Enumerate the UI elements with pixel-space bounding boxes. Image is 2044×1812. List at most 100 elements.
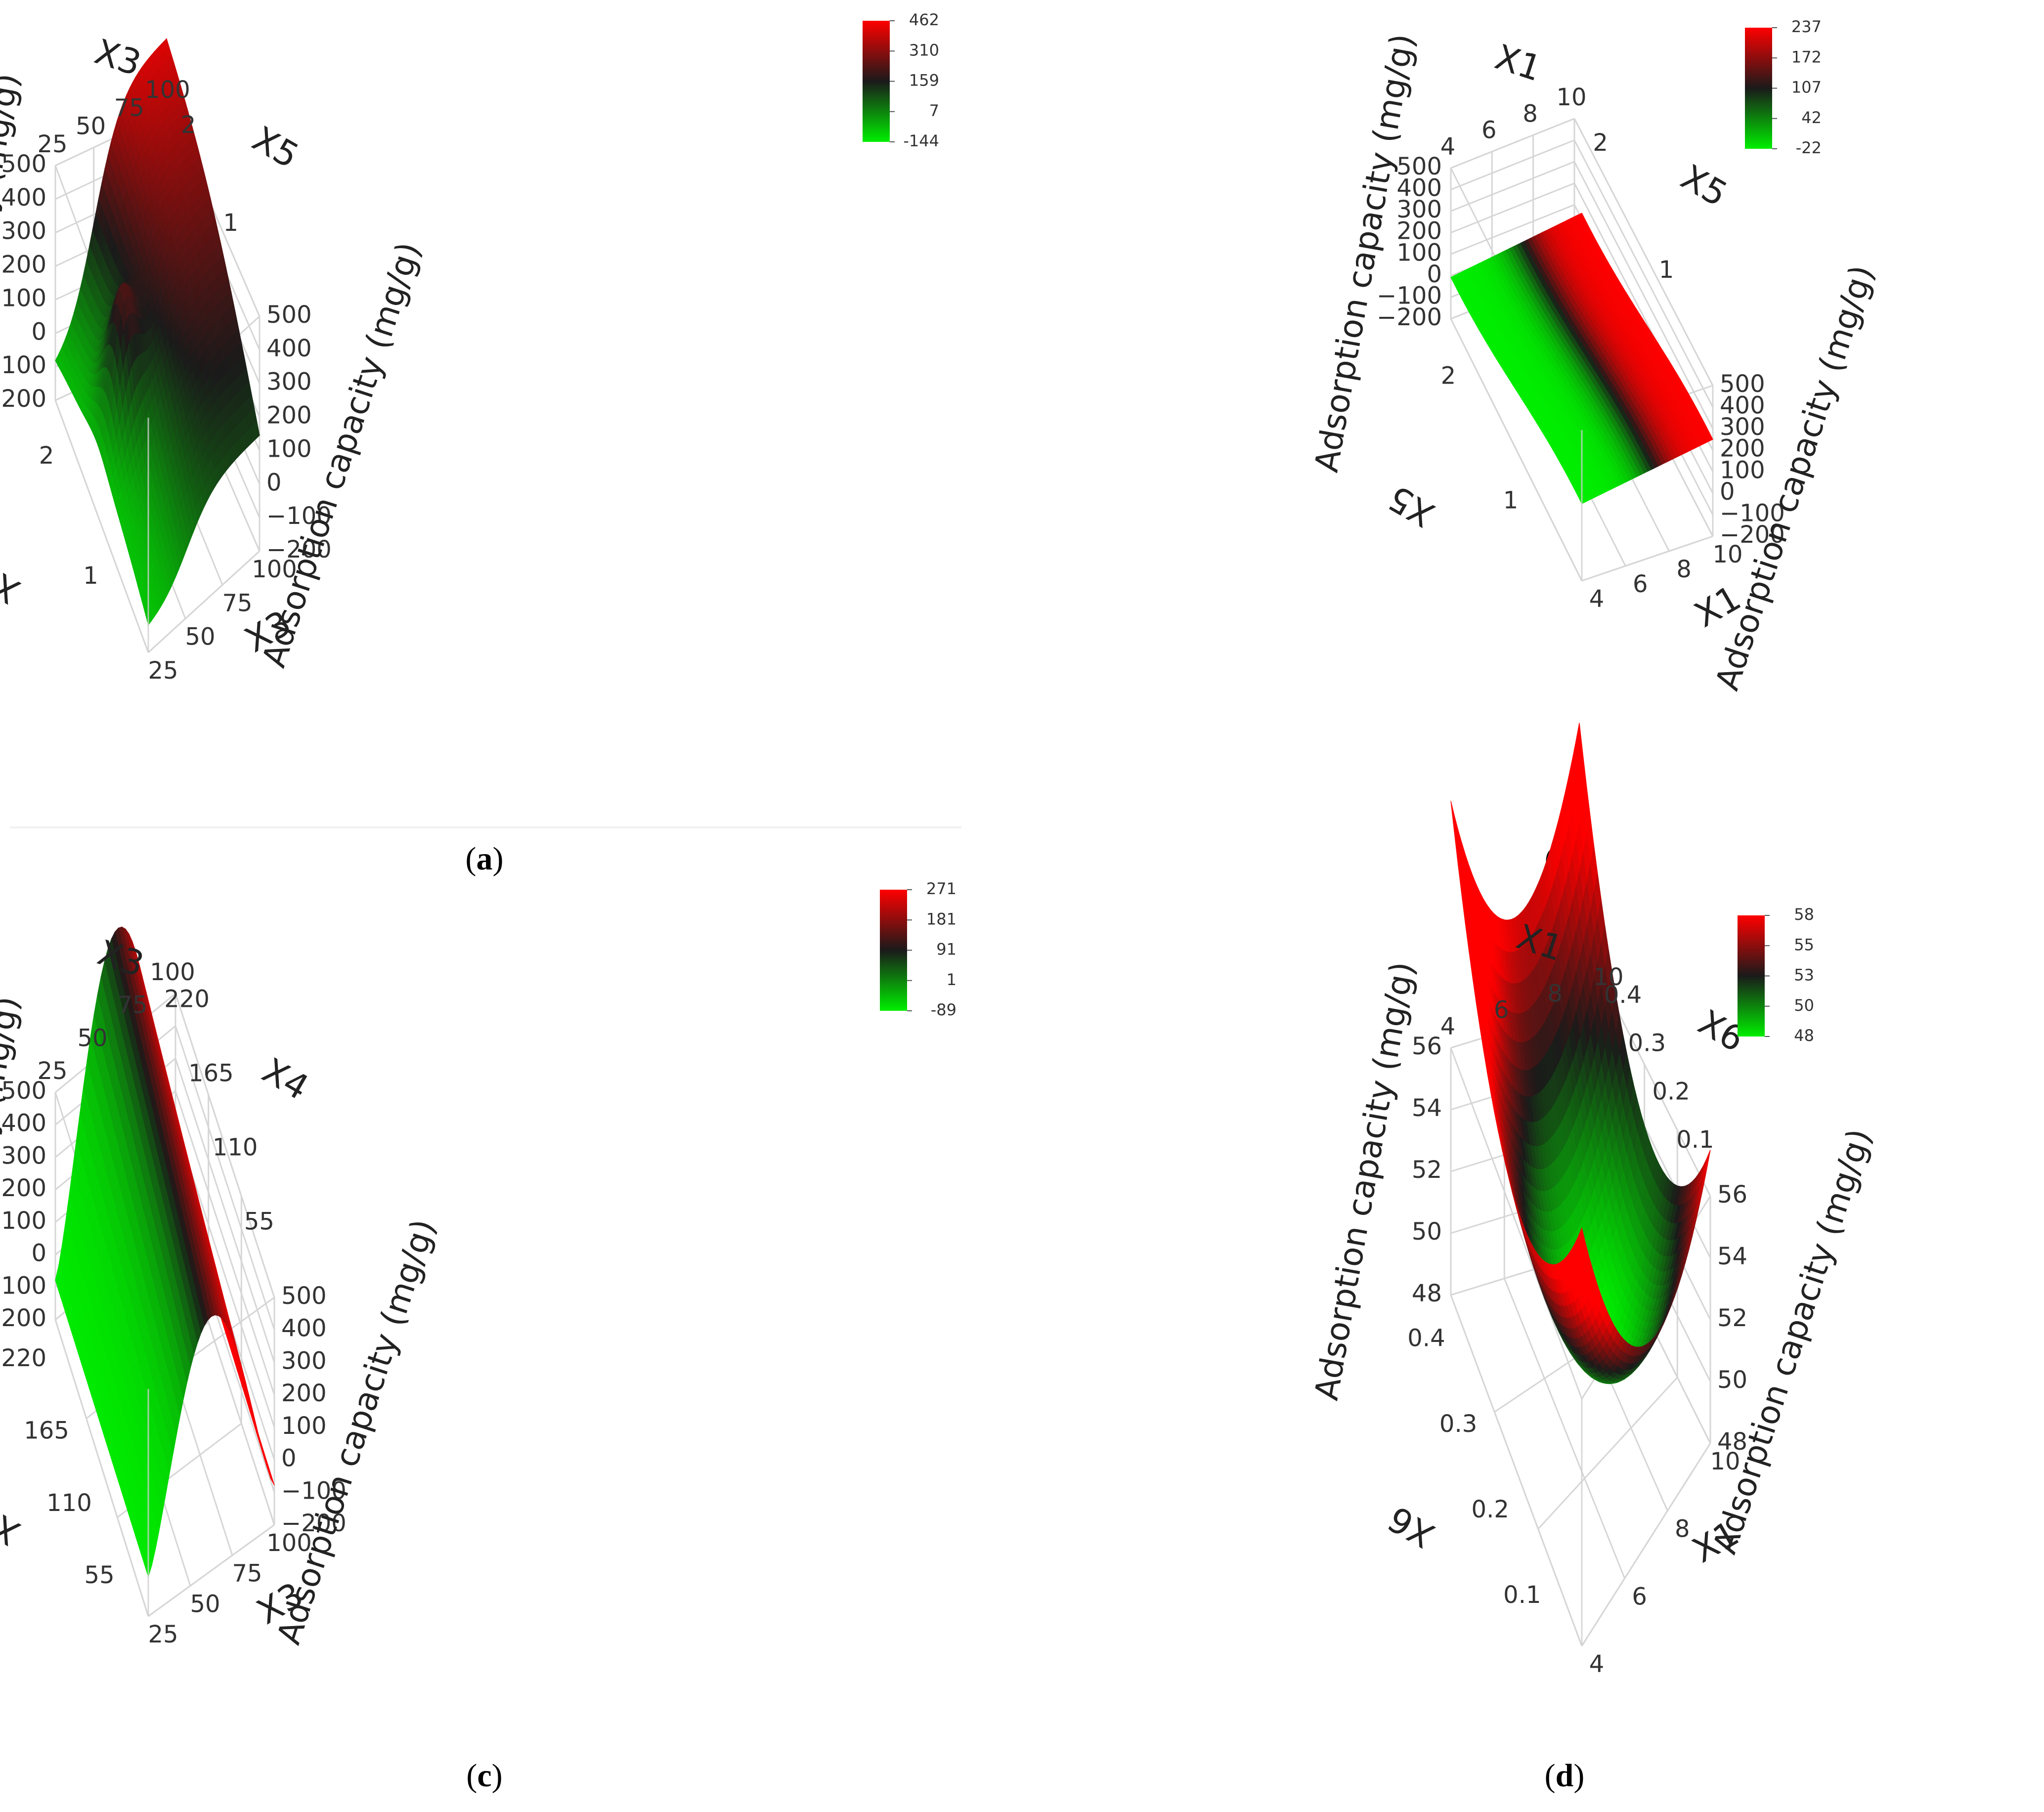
x-tick-label-bottom: 50 (185, 623, 215, 651)
z-tick-label-right: 200 (266, 402, 312, 430)
box-edge (54, 1319, 149, 1617)
colorbar-tick-label: 91 (936, 940, 957, 959)
z-tick-label-left: −200 (1377, 303, 1442, 331)
colorbar-tick-label: -89 (931, 1000, 957, 1019)
y-tick-label-bottom: 220 (1, 1344, 46, 1372)
colorbar-tick-label: 42 (1801, 108, 1822, 127)
caption-c: (c) (466, 1758, 503, 1794)
colorbar-tick-label: 159 (909, 71, 939, 90)
colorbar-gradient (880, 890, 907, 1011)
x-tick-label-top: 75 (114, 94, 144, 122)
z-tick-label-left: −100 (0, 351, 46, 379)
y-axis-label-top: X5 (246, 119, 305, 176)
z-tick-label-left: 400 (1396, 174, 1442, 202)
z-tick-label-left: 200 (1, 1174, 46, 1202)
y-tick-label-bottom: 1 (83, 562, 98, 590)
z-tick-label-left: 400 (1, 184, 46, 212)
y-tick-label-bottom: 1 (1503, 487, 1519, 515)
z-tick-label-left: −200 (0, 1304, 46, 1332)
box-edge (54, 400, 149, 653)
colorbar-tick-label: 237 (1791, 17, 1822, 36)
y-tick-label-bottom: 165 (24, 1417, 69, 1445)
x-tick-label-top: 6 (1481, 117, 1497, 144)
surface-plot-a: 5004003002001000−100−2005004003002001000… (0, 10, 939, 685)
colorbar-tick-label: 181 (926, 909, 957, 928)
box-edge (1573, 118, 1714, 386)
z-tick-label-left: 0 (31, 318, 46, 345)
box-edge (1450, 1047, 1583, 1399)
z-tick-label-right: 300 (281, 1347, 327, 1375)
colorbar-tick-label: 7 (929, 101, 939, 120)
y-tick-label-bottom: 55 (85, 1561, 115, 1589)
x-tick-label-bottom: 50 (190, 1590, 220, 1618)
x-tick-label-top: 8 (1522, 100, 1538, 128)
colorbar-tick-label: 462 (909, 10, 939, 29)
y-axis-label-bottom: X5 (1381, 477, 1441, 535)
box-edge (1610, 998, 1711, 1197)
z-tick-label-left: 300 (1, 217, 46, 245)
z-tick-label-left: 200 (1, 251, 46, 279)
y-axis-label-top: X4 (256, 1050, 315, 1108)
z-grid-left (1450, 139, 1575, 190)
z-grid-left (1450, 204, 1575, 255)
box-edge (1450, 1294, 1583, 1646)
x-tick-label-top: 25 (37, 1057, 67, 1085)
x-grid-floor (1503, 1278, 1626, 1579)
y-tick-label-top: 1 (223, 209, 238, 237)
surface-plot-d: 5654525048565452504846810468100.40.30.20… (1307, 723, 1879, 1678)
surface-b (1450, 213, 1713, 504)
x-tick-label-bottom: 10 (1712, 541, 1742, 568)
surface-d (1450, 723, 1711, 1384)
x-tick-label-top: 10 (1556, 84, 1586, 111)
colorbar-gradient (863, 21, 890, 142)
z-tick-label-left: 200 (1396, 217, 1442, 245)
z-tick-label-left: 0 (1427, 260, 1442, 288)
z-grid-right (1573, 139, 1714, 408)
y-tick-label-top: 110 (213, 1134, 258, 1162)
z-tick-label-right: 300 (1720, 413, 1765, 441)
tick-labels-b: 5004003002001000−100−2005004003002001000… (1377, 84, 1785, 613)
colorbar-a: 462 310 159 7 -144 (863, 10, 939, 150)
y-axis-label-bottom: X5 (0, 554, 27, 612)
x-tick-label-bottom: 8 (1676, 556, 1692, 583)
z-tick-label-left: 500 (1396, 153, 1442, 180)
colorbar-tick-label: -144 (903, 131, 939, 150)
z-tick-label-left: 0 (31, 1240, 46, 1267)
y-grid-floor (1537, 1377, 1678, 1530)
z-tick-label-left: 300 (1396, 196, 1442, 223)
z-tick-label-left: −100 (0, 1272, 46, 1299)
box-edge (174, 993, 275, 1298)
box-edge (1581, 535, 1713, 582)
z-tick-label-right: 200 (281, 1380, 327, 1407)
chart-panel-d: 56 54 52 50 48 56 54 52 50 48 4 6 8 10 4 6 8 10 0.4 0.3 0.2 0… (1026, 723, 2044, 1730)
x-tick-label-top: 50 (77, 1024, 107, 1052)
colorbar-tick-label: 1 (947, 970, 957, 989)
y-axis-label-bottom: X4 (0, 1496, 27, 1553)
z-tick-label-left: 300 (1, 1142, 46, 1169)
z-tick-label-right: −100 (281, 1477, 347, 1505)
z-tick-label-left: −100 (1377, 282, 1442, 309)
box-edge (1450, 118, 1575, 169)
z-tick-label-right: 500 (281, 1282, 327, 1310)
caption-a: (a) (465, 841, 504, 877)
x-tick-label-bottom: 25 (148, 657, 178, 685)
z-tick-label-right: 300 (266, 368, 312, 396)
x-tick-label-top: 25 (37, 130, 67, 158)
divider (10, 826, 961, 828)
x-tick-label-bottom: 25 (148, 1621, 178, 1648)
surface-plot-b: 5004003002001000−100−2005004003002001000… (1307, 17, 1882, 695)
x-tick-label-bottom: 6 (1633, 570, 1648, 598)
chart-panel-a: 5004003002001000−100−2005004003002001000… (0, 0, 989, 830)
z-tick-label-right: 100 (266, 435, 312, 463)
z-tick-label-left: 100 (1396, 239, 1442, 266)
z-tick-label-right: 500 (266, 301, 312, 329)
z-grid-right (174, 1026, 275, 1331)
z-tick-label-right: 100 (1720, 456, 1765, 484)
chart-panel-b: 500 400 300 200 100 0 −100 −200 500 400 300 200 100 0… (1026, 0, 2044, 830)
colorbar-tick-label: 107 (1791, 78, 1822, 97)
colorbar-tick-label: 310 (909, 41, 939, 59)
z-tick-label-right: 400 (281, 1315, 327, 1342)
box-edge (147, 550, 261, 653)
